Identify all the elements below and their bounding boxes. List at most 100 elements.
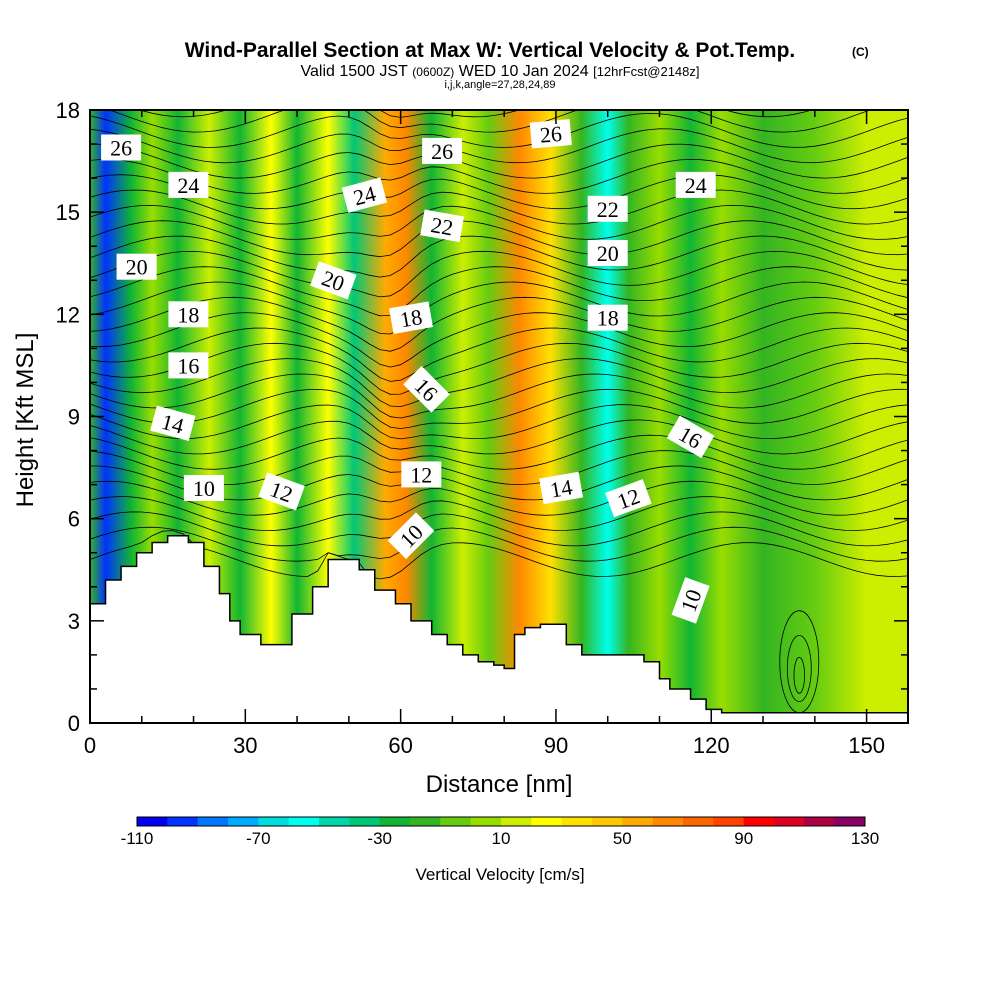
theta-contour-line	[90, 266, 908, 317]
colorbar-tick-label: 10	[492, 829, 511, 848]
contour-label-box	[389, 301, 433, 334]
contour-label-text: 16	[177, 353, 199, 378]
contour-label-text: 10	[193, 476, 215, 501]
contour-label-box	[341, 177, 388, 213]
y-tick-label: 18	[56, 98, 80, 123]
colorbar-tick-label: 90	[734, 829, 753, 848]
theta-contour-line	[90, 143, 908, 179]
theta-contour-line	[90, 327, 908, 382]
contour-label: 18	[587, 304, 628, 331]
contour-label: 24	[168, 171, 209, 198]
contour-label-text: 26	[110, 136, 132, 161]
theta-contour-line	[90, 220, 908, 258]
contour-label-box	[422, 137, 463, 164]
chart-subtitle-indices: i,j,k,angle=27,28,24,89	[444, 79, 555, 91]
colorbar-tick-label: 50	[613, 829, 632, 848]
contour-label-box	[605, 479, 652, 518]
contour-label: 18	[389, 301, 433, 334]
colorbar-swatch	[319, 817, 350, 826]
theta-contour-closed	[786, 635, 812, 702]
theta-contour-line	[90, 496, 908, 532]
theta-contour-line	[90, 112, 908, 148]
contour-label-box	[539, 471, 584, 505]
theta-contour-line	[90, 358, 908, 408]
contour-label-text: 24	[685, 173, 707, 198]
chart-subtitle: Valid 1500 JST (0600Z) WED 10 Jan 2024 […	[301, 63, 700, 80]
colorbar-swatch	[258, 817, 290, 826]
colorbar-swatch	[683, 817, 714, 826]
theta-contour-line	[90, 480, 908, 516]
colorbar-tick-label: -30	[367, 829, 392, 848]
colorbar-swatch	[561, 817, 593, 826]
theta-contour-line	[90, 235, 908, 278]
contour-label-box	[675, 171, 716, 198]
contour-label: 18	[168, 301, 209, 328]
contour-label-text: 22	[429, 212, 455, 240]
colorbar-swatch	[804, 817, 836, 826]
colorbar-swatch	[470, 817, 502, 826]
colorbar-swatch	[410, 817, 441, 826]
colorbar-swatch	[713, 817, 745, 826]
potential-temperature-contours	[90, 110, 908, 714]
y-tick-label: 15	[56, 200, 80, 225]
contour-label: 14	[150, 405, 196, 442]
contour-label: 14	[539, 471, 584, 505]
contour-label-text: 20	[126, 255, 148, 280]
theta-contour-line	[90, 526, 908, 562]
axis-ticks	[89, 109, 908, 724]
colorbar-swatch	[197, 817, 229, 826]
contour-label-box	[101, 134, 142, 161]
theta-contour-line	[90, 450, 908, 486]
y-tick-label: 12	[56, 302, 80, 327]
contour-label-box	[310, 261, 357, 300]
subtitle-date: WED 10 Jan 2024	[459, 63, 589, 80]
contour-label: 22	[420, 209, 465, 243]
colorbar-tick-label: 130	[851, 829, 879, 848]
theta-contour-line	[90, 158, 908, 194]
chart-title: Wind-Parallel Section at Max W: Vertical…	[185, 39, 796, 62]
theta-contour-line	[108, 110, 872, 133]
contour-label-box	[401, 461, 442, 488]
contour-label-box	[587, 304, 628, 331]
x-tick-label: 60	[388, 733, 412, 758]
theta-contour-line	[138, 110, 814, 118]
contour-label-box	[403, 365, 450, 413]
x-tick-label: 150	[848, 733, 885, 758]
y-tick-label: 6	[68, 507, 80, 532]
contour-label-box	[168, 352, 209, 379]
contour-label-box	[168, 171, 209, 198]
contour-label-box	[150, 405, 196, 442]
colorbar-swatch	[167, 817, 199, 826]
colorbar-swatch	[743, 817, 775, 826]
x-tick-label: 120	[693, 733, 730, 758]
terrain	[90, 534, 908, 723]
contour-label-box	[168, 301, 209, 328]
subtitle-prefix: Valid 1500 JST	[301, 63, 409, 80]
theta-contour-line	[90, 128, 908, 164]
contour-label: 22	[587, 195, 628, 222]
contour-label: 20	[116, 253, 157, 280]
theta-contour-line	[90, 530, 908, 580]
contour-label-box	[387, 512, 435, 560]
contour-label-box	[671, 577, 710, 624]
colorbar-swatch	[228, 817, 259, 826]
contour-label: 16	[168, 352, 209, 379]
theta-contour-closed	[793, 656, 805, 694]
contour-label: 26	[101, 134, 142, 161]
x-tick-label: 90	[544, 733, 568, 758]
contour-label-text: 22	[597, 197, 619, 222]
contour-label-box	[587, 195, 628, 222]
colorbar-swatch	[137, 817, 168, 826]
colorbar-swatch	[379, 817, 411, 826]
theta-contour-line	[90, 281, 908, 335]
axis-tick-labels: 0 30 60 90 120 150 0 3 6 9 12 15 18	[56, 98, 885, 758]
colorbar-swatch	[440, 817, 472, 826]
contour-label-text: 20	[597, 241, 619, 266]
colorbar-swatch	[531, 817, 563, 826]
colorbar-swatch	[349, 817, 381, 826]
x-tick-label: 30	[233, 733, 257, 758]
title-mark: (C)	[852, 45, 869, 59]
colorbar: -110 -70 -30 10 50 90 130	[121, 816, 879, 848]
